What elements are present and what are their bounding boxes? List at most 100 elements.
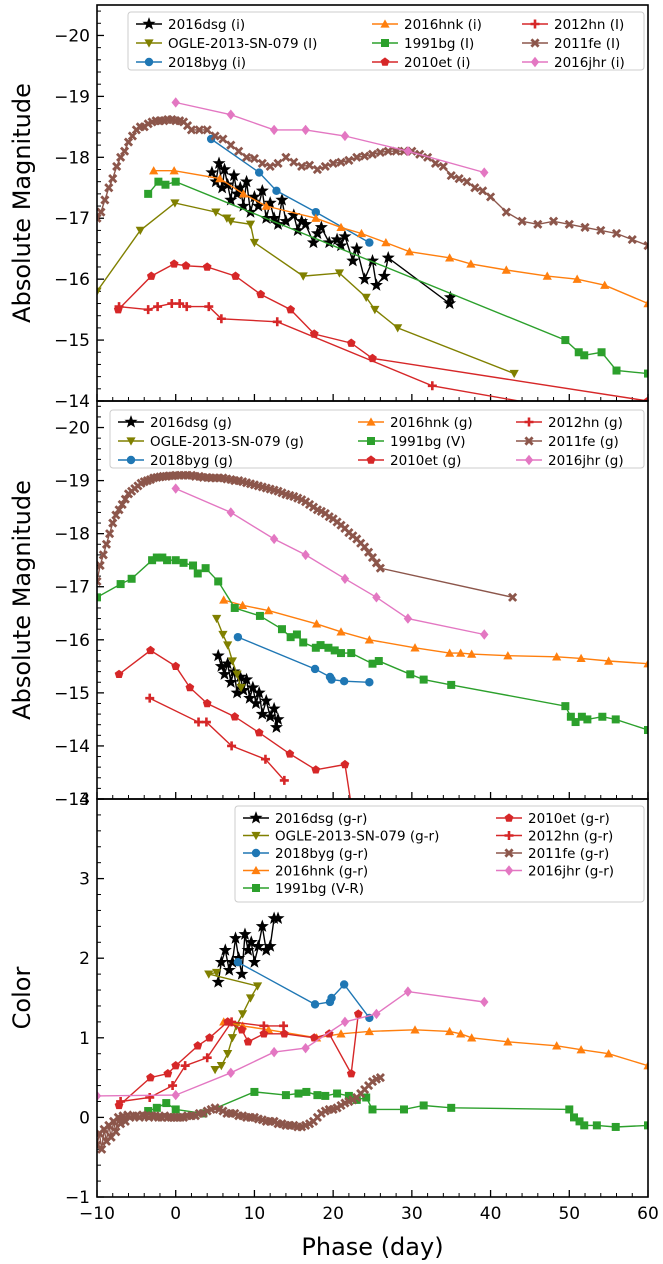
series-line-2016jhr-g-r	[97, 990, 485, 1097]
data-point-2016hnk-g-r	[552, 1041, 562, 1050]
data-point-2016dsg-g-r	[263, 939, 277, 952]
data-point-2016dsg-i	[338, 229, 352, 243]
legend-entry-2018byg-i: 2018byg (i)	[136, 55, 246, 71]
top-ytick-label: −16	[54, 270, 90, 290]
data-point-2016hnk-g	[219, 595, 229, 604]
data-point-2012hn-g-r	[259, 1021, 269, 1031]
data-point-2016dsg-g-r	[211, 975, 225, 988]
data-point-2018byg-i	[272, 186, 281, 196]
data-point-2016jhr-g-r	[403, 986, 413, 997]
legend-marker-2010et-g	[366, 455, 376, 464]
legend-label: 2011fe (I)	[554, 36, 620, 52]
data-point-1991bg-v	[163, 556, 172, 565]
data-point-2012hn-g	[145, 693, 155, 703]
data-point-2012hn-g-r	[279, 1021, 289, 1031]
data-point-2011fe-i	[116, 152, 126, 162]
data-point-1991bg-v	[598, 712, 607, 721]
bottom-xtick-label: 20	[322, 1204, 344, 1224]
data-point-2011fe-i	[297, 161, 307, 172]
data-point-2016dsg-g	[224, 675, 238, 688]
legend-marker-2016hnk-i	[380, 19, 390, 28]
data-point-2011fe-i	[100, 195, 110, 205]
data-point-2011fe-g	[114, 505, 124, 515]
top-ytick-label: −15	[54, 331, 90, 351]
data-point-2010et-i	[643, 396, 648, 401]
data-point-2016dsg-i	[267, 211, 281, 224]
data-point-2010et-g-r	[237, 1025, 247, 1034]
data-point-ogle-2013-sn-079-i	[393, 324, 403, 333]
series-2012hn-g	[145, 693, 289, 785]
data-point-ogle-2013-sn-079-g-r	[216, 1061, 226, 1071]
data-point-2016hnk-g	[503, 651, 513, 660]
legend-marker-2011fe-g	[524, 436, 534, 446]
legend-label: 2012hn (I)	[554, 17, 624, 33]
data-point-2010et-g-r	[353, 1009, 363, 1018]
data-point-2016hnk-i	[572, 274, 582, 283]
data-point-2016jhr-i	[340, 130, 350, 142]
legend-entry-2016dsg-i: 2016dsg (i)	[136, 17, 245, 33]
data-point-2011fe-g	[98, 550, 108, 560]
legend-marker-2010et-g-r	[504, 813, 514, 822]
data-point-ogle-2013-sn-079-i	[249, 238, 260, 248]
legend-marker-2012hn-i	[530, 19, 540, 29]
legend-marker-2012hn-g-r	[504, 831, 514, 840]
data-point-ogle-2013-sn-079-i	[97, 287, 102, 296]
data-point-1991bg-v	[406, 670, 415, 679]
data-point-1991bg-v	[97, 593, 101, 602]
series-1991bg-i	[144, 177, 648, 378]
legend-entry-1991bg-v: 1991bg (V)	[358, 434, 466, 450]
legend-entry-ogle-2013-sn-079-i: OGLE-2013-SN-079 (I)	[136, 36, 317, 52]
data-point-2012hn-g-r	[168, 1081, 178, 1091]
data-point-1991bg-v	[193, 569, 202, 578]
legend-entry-2016jhr-i: 2016jhr (i)	[522, 55, 625, 71]
data-point-2016dsg-g	[252, 686, 266, 699]
data-point-2016jhr-g-r	[226, 1067, 236, 1079]
series-line-2012hn-g-r	[120, 1021, 284, 1103]
data-point-1991bg-v	[127, 574, 136, 583]
data-point-2010et-g-r	[259, 1029, 269, 1038]
legend-label: 2010et (g)	[390, 453, 461, 469]
data-point-1991bg-i	[561, 336, 570, 345]
data-point-1991bg-v-r	[144, 1107, 153, 1116]
data-point-2011fe-g	[120, 494, 130, 504]
series-line-2010et-i	[117, 263, 648, 401]
bottom-ytick-label: 1	[79, 1029, 90, 1049]
series-line-ogle-2013-sn-079-g-r	[208, 971, 259, 1071]
data-point-2016hnk-g	[604, 656, 614, 665]
data-point-1991bg-v	[330, 646, 339, 655]
data-point-2012hn-i	[182, 302, 192, 312]
data-point-2016hnk-g	[467, 649, 477, 658]
data-point-2012hn-g	[201, 717, 211, 727]
series-2018byg-g	[233, 632, 374, 687]
bottom-plot-frame	[96, 798, 649, 1198]
data-point-2016jhr-g-r	[97, 1090, 102, 1102]
data-point-2011fe-i	[234, 146, 244, 156]
data-point-2016jhr-g	[480, 629, 489, 640]
bottom-xtick-label: 0	[170, 1204, 181, 1224]
series-line-2016hnk-g	[223, 599, 648, 665]
data-point-1991bg-i	[612, 366, 621, 375]
data-point-2011fe-i	[119, 146, 130, 156]
data-point-2016jhr-g-r	[301, 1042, 310, 1054]
data-point-ogle-2013-sn-079-i	[135, 226, 145, 236]
data-point-1991bg-v	[368, 659, 377, 668]
bottom-ytick-label: −1	[65, 1188, 90, 1208]
data-point-2016dsg-i	[377, 269, 391, 282]
data-point-2016hnk-g	[552, 652, 562, 661]
data-point-ogle-2013-sn-079-i	[170, 199, 180, 208]
series-2016jhr-i	[171, 97, 489, 178]
legend-marker-2012hn-g	[524, 417, 534, 427]
data-point-2011fe-i	[320, 161, 330, 172]
data-point-1991bg-v-r	[162, 1099, 171, 1108]
data-point-2011fe-i	[611, 228, 622, 239]
data-point-2010et-g-r	[205, 1033, 214, 1042]
series-line-2016hnk-g-r	[223, 1021, 648, 1067]
data-point-2016hnk-i	[501, 265, 511, 274]
data-point-2016hnk-g	[263, 606, 274, 615]
series-2011fe-g	[97, 470, 518, 602]
data-point-2012hn-i	[427, 381, 437, 391]
legend-marker-1991bg-v	[367, 437, 375, 445]
data-point-2016hnk-g	[238, 600, 248, 609]
data-point-2011fe-i	[328, 158, 338, 168]
series-2016dsg-g-r	[211, 911, 285, 988]
